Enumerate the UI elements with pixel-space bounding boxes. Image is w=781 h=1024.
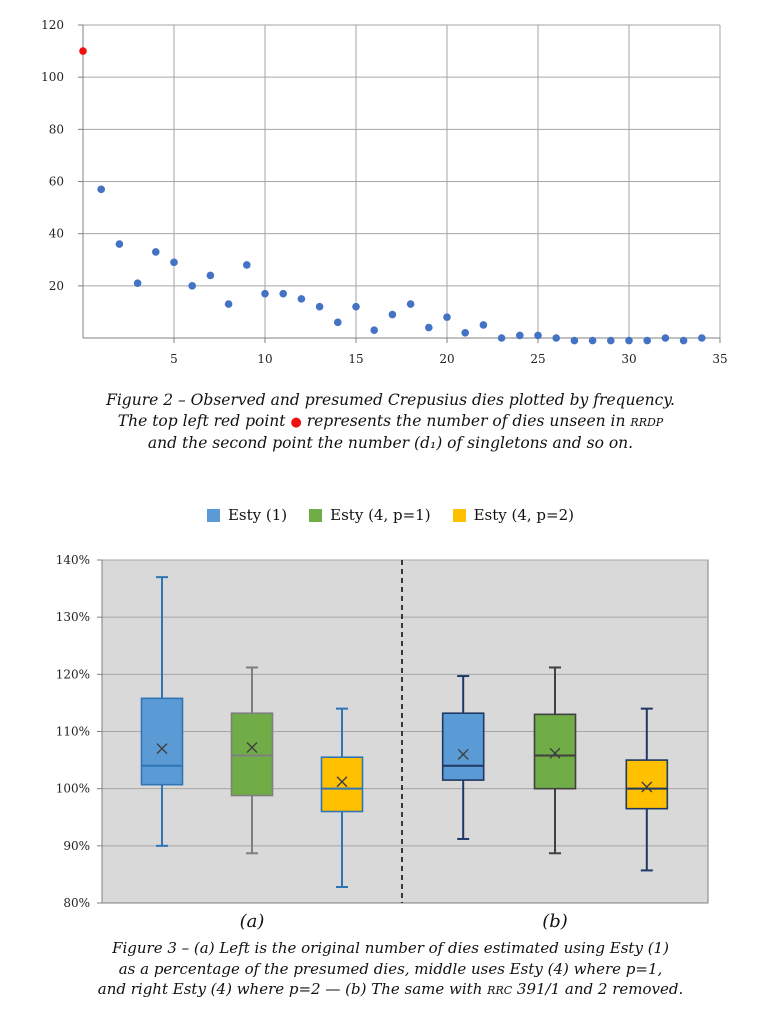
data-point [370, 326, 379, 334]
mean-marker [549, 747, 561, 759]
data-point [534, 331, 542, 340]
data-point [425, 323, 433, 332]
legend-item-esty-1: Esty (1) [206, 506, 288, 524]
data-point [152, 248, 160, 256]
figure-2-caption: Figure 2 – Observed and presumed Crepusi… [0, 390, 781, 454]
data-point [552, 334, 560, 342]
scatter-chart: 5 10 15 20 25 30 35 20 40 60 80 100 120 [41, 18, 728, 366]
figure-3-caption-line-1: Figure 3 – (a) Left is the original numb… [112, 939, 669, 957]
red-point-marker: ● [290, 415, 302, 430]
data-point [607, 336, 615, 345]
y-tick-label: 130% [56, 610, 90, 624]
plot-area [101, 559, 709, 904]
x-tick-label: 20 [439, 352, 454, 366]
caption-text: The top left red point [117, 412, 286, 430]
data-point [698, 334, 706, 342]
x-tick-label: 25 [530, 352, 545, 366]
legend-item-esty-4-p2: Esty (4, p=2) [452, 506, 574, 524]
data-point [661, 334, 670, 342]
legend-label: Esty (4, p=1) [330, 506, 431, 524]
figure-3-caption-line-3: and right Esty (4) where p=2 — (b) The s… [0, 979, 781, 1000]
data-point [643, 336, 651, 345]
box [140, 697, 184, 786]
data-point [206, 271, 215, 280]
data-point [406, 300, 415, 308]
y-tick-label: 140% [56, 553, 90, 567]
mean-marker [246, 742, 258, 754]
figure-3-caption-line-2: as a percentage of the presumed dies, mi… [118, 959, 663, 978]
data-point [133, 279, 142, 288]
data-point [679, 336, 688, 345]
data-point [297, 295, 306, 303]
data-point [334, 318, 342, 327]
x-tick-label: 35 [712, 352, 727, 366]
x-tick-label: 10 [257, 352, 272, 366]
figure-2-caption-line-2: The top left red point ● represents the … [0, 411, 781, 433]
data-point [497, 334, 506, 342]
y-tick-label: 80% [63, 896, 90, 910]
data-point [443, 313, 451, 321]
mean-marker [336, 776, 348, 788]
data-point [170, 258, 178, 267]
data-point [625, 336, 633, 345]
legend-swatch [452, 508, 466, 522]
figure-3-caption: Figure 3 – (a) Left is the original numb… [0, 938, 781, 1000]
data-point [588, 336, 597, 345]
data-point [188, 282, 196, 290]
mean-marker [641, 781, 653, 793]
legend-item-esty-4-p1: Esty (4, p=1) [309, 506, 431, 524]
x-tick-label: 5 [170, 352, 178, 366]
caption-text: and right Esty (4) where p=2 — (b) The s… [97, 980, 483, 998]
caption-smallcaps: rrdp [630, 412, 664, 430]
data-point [115, 240, 124, 248]
y-tick-label: 20 [49, 279, 64, 293]
data-point [97, 185, 105, 194]
data-point [388, 310, 397, 319]
legend-label: Esty (1) [227, 506, 288, 524]
y-tick-label: 80 [49, 122, 64, 136]
data-point [516, 331, 524, 340]
box-chart-legend: Esty (1) Esty (4, p=1) Esty (4, p=2) [0, 503, 781, 527]
data-point [243, 261, 251, 269]
group-label: (b) [542, 911, 568, 932]
red-data-point [79, 47, 87, 55]
y-tick-label: 120% [56, 667, 90, 681]
mean-marker [457, 748, 469, 760]
y-tick-label: 60 [49, 175, 64, 189]
mean-marker [156, 743, 168, 755]
box [230, 712, 274, 797]
data-point [315, 302, 324, 311]
legend-label: Esty (4, p=2) [473, 506, 574, 524]
data-point [261, 289, 269, 298]
box [320, 756, 364, 813]
y-tick-label: 120 [41, 18, 64, 32]
x-tick-label: 15 [348, 352, 363, 366]
y-tick-label: 90% [63, 839, 90, 853]
figure-2-caption-line-1: Figure 2 – Observed and presumed Crepusi… [106, 391, 675, 409]
y-tick-label: 100% [56, 782, 90, 796]
data-point [479, 321, 488, 329]
x-tick-label: 30 [621, 352, 636, 366]
box [441, 712, 485, 781]
caption-text: 391/1 and 2 removed. [516, 980, 684, 998]
y-tick-label: 100 [41, 70, 64, 84]
y-tick-label: 40 [49, 227, 64, 241]
caption-text: represents the number of dies unseen in [306, 412, 626, 430]
y-tick-label: 110% [56, 725, 90, 739]
caption-smallcaps: rrc [487, 980, 513, 998]
legend-swatch [206, 508, 220, 522]
data-point [570, 336, 579, 345]
data-point [279, 289, 288, 298]
box [533, 713, 577, 790]
group-label: (a) [240, 911, 265, 932]
legend-swatch [309, 508, 323, 522]
data-point [461, 328, 470, 337]
box [625, 759, 669, 810]
data-point [352, 302, 360, 311]
data-point [224, 300, 233, 308]
figure-2-caption-line-3: and the second point the number (d₁) of … [147, 434, 634, 452]
